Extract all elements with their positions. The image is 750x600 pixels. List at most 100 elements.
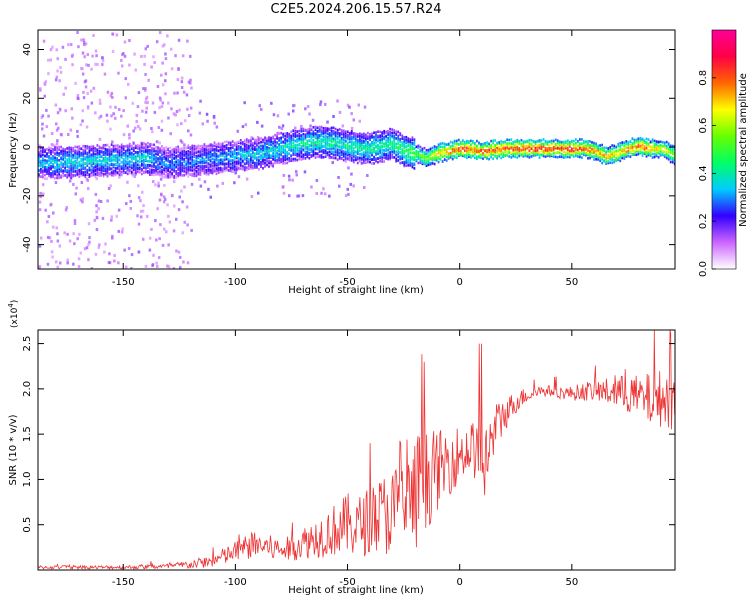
spectrogram-ridge-cell: [510, 151, 513, 154]
spectrogram-ridge-cell: [621, 143, 624, 146]
spectrogram-ridge-cell: [494, 146, 496, 149]
spectrogram-ridge-cell: [274, 157, 276, 160]
spectrogram-ridge-cell: [312, 147, 315, 150]
spectrogram-ridge-cell: [235, 160, 238, 164]
spectrogram-ridge-cell: [403, 160, 406, 164]
spectrogram-ridge-cell: [352, 152, 355, 155]
spectrogram-ridge-cell: [389, 137, 391, 140]
spectrogram-noise-cell: [47, 72, 50, 76]
spectrogram-ridge-cell: [132, 146, 135, 150]
spectrogram-ridge-cell: [627, 151, 630, 155]
spectrogram-ridge-cell: [209, 150, 212, 153]
spectrogram-ridge-cell: [546, 151, 549, 155]
spectrogram-ridge-cell: [282, 155, 285, 158]
spectrogram-ridge-cell: [463, 149, 466, 152]
spectrogram-noise-cell: [348, 105, 351, 109]
spectrogram-ridge-cell: [130, 151, 133, 155]
spectrogram-ridge-cell: [76, 172, 79, 176]
spectrogram-ridge-cell: [161, 170, 163, 174]
spectrogram-ridge-cell: [122, 145, 125, 148]
spectrogram-ridge-cell: [296, 152, 299, 156]
spectrogram-ridge-cell: [88, 151, 91, 154]
spectrogram-ridge-cell: [318, 146, 321, 149]
spectrogram-ridge-cell: [92, 169, 95, 173]
spectrogram-ridge-cell: [518, 151, 521, 155]
spectrogram-ridge-cell: [40, 159, 42, 163]
spectrogram-ridge-cell: [191, 172, 194, 176]
spectrogram-ridge-cell: [439, 145, 442, 148]
spectrogram-ridge-cell: [282, 161, 285, 165]
spectrogram-ridge-cell: [361, 147, 363, 151]
spectrogram-ridge-cell: [260, 144, 262, 148]
spectrogram-ridge-cell: [203, 171, 206, 175]
spectrogram-ridge-cell: [237, 147, 240, 150]
spectrogram-ridge-cell: [96, 173, 99, 176]
spectrogram-ridge-cell: [88, 154, 91, 157]
spectrogram-ridge-cell: [361, 141, 363, 145]
spectrogram-ridge-cell: [74, 149, 77, 153]
spectrogram-ridge-cell: [391, 144, 394, 147]
spectrogram-noise-cell: [81, 197, 85, 201]
spectrogram-ridge-cell: [284, 154, 287, 158]
spectrogram-ridge-cell: [235, 147, 238, 151]
spectrogram-ridge-cell: [122, 169, 125, 172]
spectrogram-ridge-cell: [613, 158, 616, 162]
spectrogram-noise-cell: [87, 63, 90, 67]
spectrogram-ridge-cell: [104, 160, 107, 164]
spectrogram-ridge-cell: [480, 144, 482, 148]
spectrogram-ridge-cell: [516, 148, 519, 151]
spectrogram-ridge-cell: [558, 149, 561, 152]
spectrogram-ridge-cell: [161, 156, 163, 160]
spectrogram-ridge-cell: [393, 151, 396, 155]
spectrogram-ridge-cell: [98, 172, 101, 175]
spectrogram-ridge-cell: [667, 158, 670, 161]
spectrogram-ridge-cell: [296, 158, 299, 162]
spectrogram-ridge-cell: [247, 141, 250, 144]
spectrogram-ridge-cell: [187, 155, 190, 159]
spectrogram-ridge-cell: [415, 152, 418, 155]
spectrogram-noise-cell: [120, 58, 123, 62]
spectrogram-ridge-cell: [42, 173, 44, 177]
spectrogram-ridge-cell: [371, 162, 373, 165]
spectrogram-ridge-cell: [607, 153, 610, 157]
spectrogram-ridge-cell: [566, 148, 569, 152]
spectrogram-ridge-cell: [290, 136, 293, 140]
spectrogram-ridge-cell: [306, 131, 309, 134]
spectrogram-ridge-cell: [461, 146, 464, 150]
spectrogram-ridge-cell: [70, 169, 73, 172]
spectrogram-ridge-cell: [122, 148, 125, 151]
spectrogram-ridge-cell: [334, 136, 337, 139]
spectrogram-ridge-cell: [663, 141, 666, 144]
spectrogram-ridge-cell: [171, 168, 173, 171]
spectrogram-ridge-cell: [344, 147, 347, 150]
spectrogram-noise-cell: [250, 195, 254, 198]
spectrogram-ridge-cell: [46, 166, 48, 169]
spectrogram-ridge-cell: [484, 143, 486, 147]
spectrogram-ridge-cell: [128, 145, 131, 148]
spectrogram-ridge-cell: [655, 145, 658, 149]
spectrogram-ridge-cell: [445, 150, 448, 153]
spectrogram-ridge-cell: [167, 159, 169, 163]
spectrogram-ridge-cell: [443, 142, 446, 146]
spectrogram-ridge-cell: [48, 146, 50, 150]
spectrogram-ridge-cell: [80, 168, 83, 171]
spectrogram-ridge-cell: [472, 152, 474, 155]
spectrogram-ridge-cell: [64, 151, 66, 155]
spectrogram-noise-cell: [41, 183, 45, 187]
spectrogram-ridge-cell: [237, 158, 240, 161]
spectrogram-ridge-cell: [601, 148, 603, 152]
spectrogram-ridge-cell: [187, 146, 190, 149]
spectrogram-ridge-cell: [609, 145, 612, 149]
spectrogram-noise-cell: [95, 54, 98, 58]
spectrogram-x-label: Height of straight line (km): [288, 285, 424, 296]
spectrogram-ridge-cell: [611, 158, 614, 162]
spectrogram-ridge-cell: [625, 146, 628, 149]
spectrogram-ridge-cell: [350, 136, 353, 139]
spectrogram-ridge-cell: [480, 149, 482, 153]
spectrogram-noise-cell: [311, 118, 315, 122]
spectrogram-ridge-cell: [375, 151, 377, 155]
spectrogram-ridge-cell: [304, 153, 307, 157]
spectrogram-ridge-cell: [221, 167, 224, 170]
spectrogram-ridge-cell: [512, 148, 515, 152]
spectrogram-ridge-cell: [459, 141, 462, 144]
